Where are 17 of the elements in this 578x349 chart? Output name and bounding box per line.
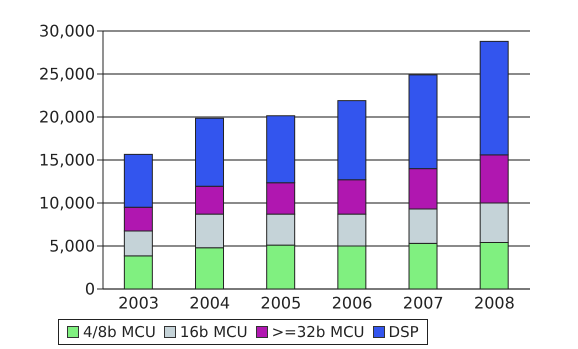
x-tick-label: 2003 bbox=[118, 293, 159, 312]
legend-label: 16b MCU bbox=[180, 323, 248, 341]
legend-label: 4/8b MCU bbox=[83, 323, 156, 341]
y-tick-label: 20,000 bbox=[39, 108, 95, 127]
y-tick-label: 25,000 bbox=[39, 64, 95, 84]
x-tick-label: 2008 bbox=[474, 293, 515, 312]
x-tick-label: 2006 bbox=[332, 293, 372, 312]
legend-label: DSP bbox=[388, 323, 419, 341]
y-tick-label: 5,000 bbox=[49, 236, 95, 256]
y-tick-label: 30,000 bbox=[39, 22, 95, 41]
x-tick-label: 2004 bbox=[189, 293, 230, 312]
x-tick-label: 2005 bbox=[260, 293, 302, 312]
y-tick-label: 10,000 bbox=[39, 194, 95, 213]
x-tick-label: 2007 bbox=[402, 293, 444, 312]
y-tick-label: 0 bbox=[84, 280, 95, 299]
y-tick-label: 15,000 bbox=[39, 150, 95, 170]
legend-label: >=32b MCU bbox=[272, 323, 365, 341]
